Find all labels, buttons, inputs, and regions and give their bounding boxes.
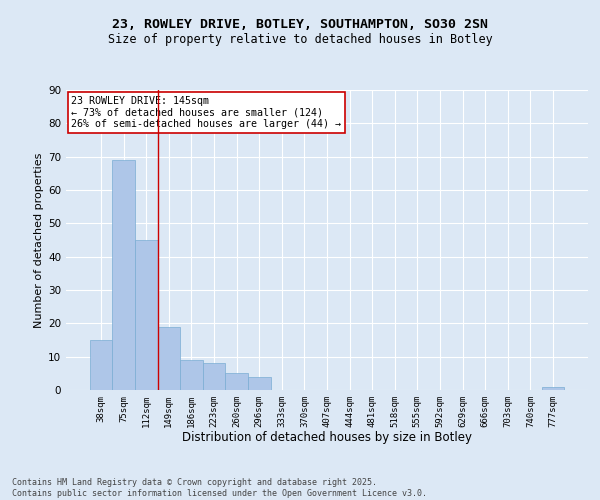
Bar xyxy=(542,386,564,390)
Bar xyxy=(158,326,180,390)
Bar xyxy=(112,160,135,390)
Bar xyxy=(135,240,158,390)
Bar xyxy=(90,340,112,390)
Text: 23 ROWLEY DRIVE: 145sqm
← 73% of detached houses are smaller (124)
26% of semi-d: 23 ROWLEY DRIVE: 145sqm ← 73% of detache… xyxy=(71,96,341,129)
Y-axis label: Number of detached properties: Number of detached properties xyxy=(34,152,44,328)
Text: 23, ROWLEY DRIVE, BOTLEY, SOUTHAMPTON, SO30 2SN: 23, ROWLEY DRIVE, BOTLEY, SOUTHAMPTON, S… xyxy=(112,18,488,30)
Bar xyxy=(203,364,226,390)
Bar xyxy=(248,376,271,390)
X-axis label: Distribution of detached houses by size in Botley: Distribution of detached houses by size … xyxy=(182,432,472,444)
Text: Contains HM Land Registry data © Crown copyright and database right 2025.
Contai: Contains HM Land Registry data © Crown c… xyxy=(12,478,427,498)
Bar xyxy=(180,360,203,390)
Text: Size of property relative to detached houses in Botley: Size of property relative to detached ho… xyxy=(107,32,493,46)
Bar xyxy=(226,374,248,390)
